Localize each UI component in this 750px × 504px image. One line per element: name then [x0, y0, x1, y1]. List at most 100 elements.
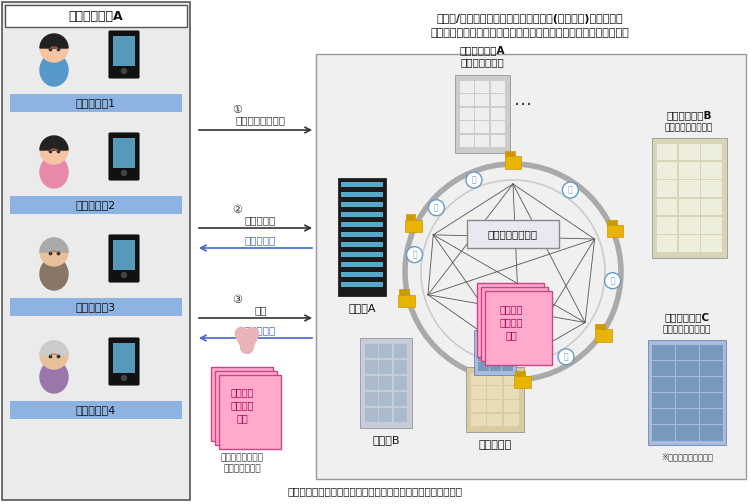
Text: 加入・保険料支払: 加入・保険料支払 — [236, 115, 286, 125]
FancyBboxPatch shape — [10, 94, 182, 112]
FancyBboxPatch shape — [485, 291, 552, 365]
Text: ブロックチェーン: ブロックチェーン — [488, 229, 538, 239]
FancyBboxPatch shape — [470, 400, 486, 412]
Wedge shape — [40, 136, 68, 150]
Text: Ⓡ: Ⓡ — [413, 250, 417, 259]
FancyBboxPatch shape — [656, 180, 677, 197]
Ellipse shape — [40, 54, 68, 86]
FancyBboxPatch shape — [460, 121, 474, 134]
FancyBboxPatch shape — [502, 335, 512, 343]
FancyBboxPatch shape — [481, 287, 548, 361]
Text: 元受保険会社A: 元受保険会社A — [459, 45, 505, 55]
FancyBboxPatch shape — [502, 344, 512, 352]
Text: 保険料のプール、キャッシュバック、保険金の支払い等を実施する: 保険料のプール、キャッシュバック、保険金の支払い等を実施する — [430, 28, 629, 38]
Circle shape — [40, 136, 68, 164]
FancyBboxPatch shape — [476, 135, 489, 147]
FancyBboxPatch shape — [679, 162, 700, 178]
FancyBboxPatch shape — [364, 408, 378, 422]
FancyBboxPatch shape — [652, 138, 727, 258]
FancyBboxPatch shape — [676, 377, 698, 392]
FancyBboxPatch shape — [490, 94, 505, 106]
Text: Ⓡ: Ⓡ — [610, 276, 615, 285]
Text: （ペット保険）: （ペット保険） — [460, 57, 504, 67]
Text: Ⓡ: Ⓡ — [472, 175, 476, 184]
Text: Ⓡ: Ⓡ — [568, 185, 573, 195]
FancyBboxPatch shape — [364, 344, 378, 358]
FancyBboxPatch shape — [405, 220, 422, 232]
FancyBboxPatch shape — [360, 338, 412, 428]
Text: 代理店A: 代理店A — [348, 303, 376, 313]
FancyBboxPatch shape — [316, 54, 746, 479]
FancyBboxPatch shape — [406, 215, 416, 220]
FancyBboxPatch shape — [455, 75, 510, 153]
Text: 再保険会社: 再保険会社 — [478, 440, 512, 450]
Wedge shape — [40, 341, 68, 355]
FancyBboxPatch shape — [701, 217, 722, 234]
FancyBboxPatch shape — [394, 344, 407, 358]
FancyBboxPatch shape — [656, 144, 677, 160]
FancyBboxPatch shape — [478, 335, 488, 343]
Wedge shape — [40, 238, 68, 252]
FancyBboxPatch shape — [109, 235, 139, 282]
FancyBboxPatch shape — [700, 425, 722, 440]
FancyBboxPatch shape — [467, 220, 559, 248]
Text: 元受保険会社C: 元受保険会社C — [664, 312, 710, 322]
Text: 保険グループA: 保険グループA — [69, 10, 123, 23]
FancyBboxPatch shape — [476, 81, 489, 93]
FancyBboxPatch shape — [380, 344, 392, 358]
FancyBboxPatch shape — [701, 199, 722, 215]
FancyBboxPatch shape — [700, 377, 722, 392]
Circle shape — [40, 34, 68, 62]
FancyBboxPatch shape — [477, 283, 544, 357]
Text: ②: ② — [232, 205, 242, 215]
FancyBboxPatch shape — [652, 377, 674, 392]
FancyBboxPatch shape — [341, 272, 383, 277]
FancyBboxPatch shape — [514, 375, 531, 388]
FancyBboxPatch shape — [504, 414, 519, 426]
FancyBboxPatch shape — [652, 393, 674, 408]
FancyBboxPatch shape — [514, 370, 524, 375]
Circle shape — [122, 69, 127, 74]
Text: 保険加入者2: 保険加入者2 — [76, 200, 116, 210]
FancyBboxPatch shape — [109, 133, 139, 180]
FancyBboxPatch shape — [476, 108, 489, 120]
FancyBboxPatch shape — [652, 409, 674, 424]
FancyBboxPatch shape — [398, 295, 416, 307]
FancyBboxPatch shape — [341, 252, 383, 257]
FancyBboxPatch shape — [488, 400, 502, 412]
FancyBboxPatch shape — [341, 192, 383, 197]
FancyBboxPatch shape — [466, 367, 524, 432]
FancyBboxPatch shape — [504, 386, 519, 399]
Text: 保険料/保険金を管理する為のトークン(代用通貨)を発行し、: 保険料/保険金を管理する為のトークン(代用通貨)を発行し、 — [436, 14, 623, 24]
FancyBboxPatch shape — [676, 425, 698, 440]
FancyBboxPatch shape — [488, 414, 502, 426]
FancyBboxPatch shape — [341, 232, 383, 237]
FancyBboxPatch shape — [504, 372, 519, 385]
FancyBboxPatch shape — [652, 361, 674, 376]
FancyBboxPatch shape — [215, 371, 277, 445]
Circle shape — [558, 349, 574, 365]
FancyBboxPatch shape — [596, 324, 605, 329]
FancyBboxPatch shape — [490, 108, 505, 120]
Text: ①: ① — [232, 105, 242, 115]
FancyBboxPatch shape — [10, 401, 182, 419]
Circle shape — [562, 182, 578, 198]
FancyBboxPatch shape — [394, 392, 407, 406]
Text: ※少額短期保険を想定: ※少額短期保険を想定 — [661, 452, 713, 461]
Text: …: … — [514, 91, 532, 109]
FancyBboxPatch shape — [476, 94, 489, 106]
Circle shape — [122, 375, 127, 381]
FancyBboxPatch shape — [490, 335, 500, 343]
Text: 元受保険会社B: 元受保険会社B — [666, 110, 712, 120]
FancyBboxPatch shape — [380, 408, 392, 422]
FancyBboxPatch shape — [478, 362, 488, 370]
Text: 保険料返戻: 保険料返戻 — [244, 325, 276, 335]
Circle shape — [122, 273, 127, 278]
FancyBboxPatch shape — [700, 345, 722, 360]
FancyBboxPatch shape — [679, 217, 700, 234]
FancyBboxPatch shape — [648, 340, 726, 445]
FancyBboxPatch shape — [219, 375, 281, 449]
FancyBboxPatch shape — [460, 94, 474, 106]
FancyBboxPatch shape — [211, 367, 273, 441]
FancyBboxPatch shape — [460, 135, 474, 147]
